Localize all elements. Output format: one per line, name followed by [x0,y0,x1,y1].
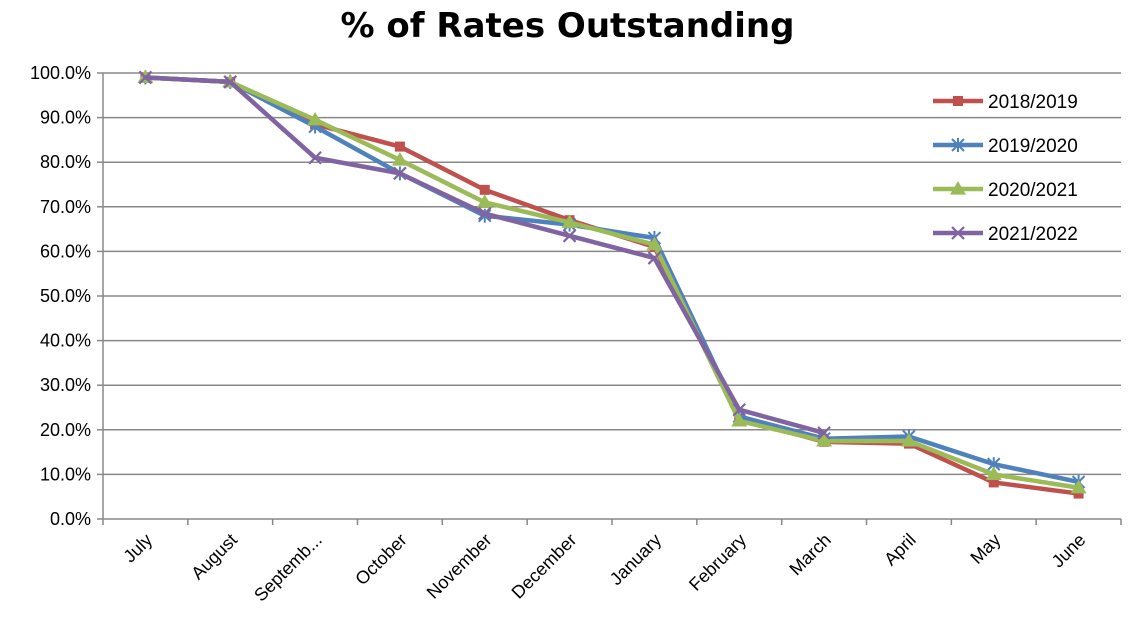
data-point [985,466,1002,480]
legend-item: 2018/2019 [933,92,1078,113]
data-point [394,141,405,152]
data-point [391,151,408,166]
data-point [561,214,578,229]
x-tick-label: Septemb... [250,530,326,606]
x-tick-label: March [785,530,835,580]
x-tick-label: February [685,530,750,595]
y-tick-label: 40.0% [40,331,91,351]
x-tick-label: April [880,530,920,570]
legend-label: 2020/2021 [988,180,1078,201]
data-point [562,229,577,243]
data-point [1073,488,1084,499]
legend-marker [951,226,965,240]
x-tick-label: June [1048,530,1090,572]
y-tick-label: 60.0% [40,241,91,261]
x-tick-label: January [606,530,665,589]
series-2020-2021 [137,69,1087,494]
legend-marker [950,181,966,195]
legend: 2018/2019 2019/2020 2020/2021 2021/2022 [933,92,1078,245]
y-tick-label: 100.0% [30,63,91,83]
data-point [731,412,748,427]
y-tick-label: 0.0% [50,509,91,529]
data-point [732,402,747,417]
series-line [143,75,1081,485]
legend-item: 2019/2020 [933,136,1078,157]
data-point [307,111,324,126]
y-tick-label: 80.0% [40,152,91,172]
y-tick-label: 30.0% [40,375,91,395]
data-point [816,432,833,447]
series-line [143,75,827,436]
y-tick-label: 70.0% [40,197,91,217]
x-tick-label: December [508,530,581,603]
x-tick-label: October [351,530,410,589]
legend-label: 2019/2020 [988,136,1078,157]
x-tick-label: November [423,530,496,603]
axes [97,72,1122,525]
series-2018-2019 [140,72,1084,499]
legend-item: 2020/2021 [933,180,1078,201]
data-point [646,236,663,251]
y-tick-label: 20.0% [40,420,91,440]
data-point [817,426,831,440]
legend-marker [951,138,965,152]
series-line [143,75,1081,491]
legend-label: 2018/2019 [988,92,1078,113]
data-point [1070,479,1087,494]
x-tick-labels: July August Septemb... October November Decem… [119,530,1089,606]
series-line [143,75,1081,496]
data-point [393,166,407,181]
data-point [647,251,662,265]
legend-item: 2021/2022 [933,224,1078,245]
x-tick-label: July [119,530,156,567]
y-tick-labels: 0.0% 10.0% 20.0% 30.0% 40.0% 50.0% 60.0% 70.0% 8… [30,63,91,529]
legend-label: 2021/2022 [988,224,1078,245]
data-point [476,194,493,208]
data-point [479,184,490,195]
chart-title: % of Rates Outstanding [340,6,795,46]
data-point [988,477,999,488]
series-group [137,69,1087,499]
legend-marker [953,96,963,106]
data-point [900,432,917,447]
data-point [223,75,238,89]
x-tick-label: August [187,530,241,584]
series-2019-2020 [138,70,1086,489]
gridlines [103,72,1121,476]
y-tick-label: 90.0% [40,108,91,128]
y-tick-label: 10.0% [40,464,91,484]
data-point [477,206,492,221]
data-point [308,150,322,165]
series-2021-2022 [138,70,831,440]
y-tick-label: 50.0% [40,286,91,306]
x-tick-label: May [966,530,1004,568]
data-point [138,70,153,85]
